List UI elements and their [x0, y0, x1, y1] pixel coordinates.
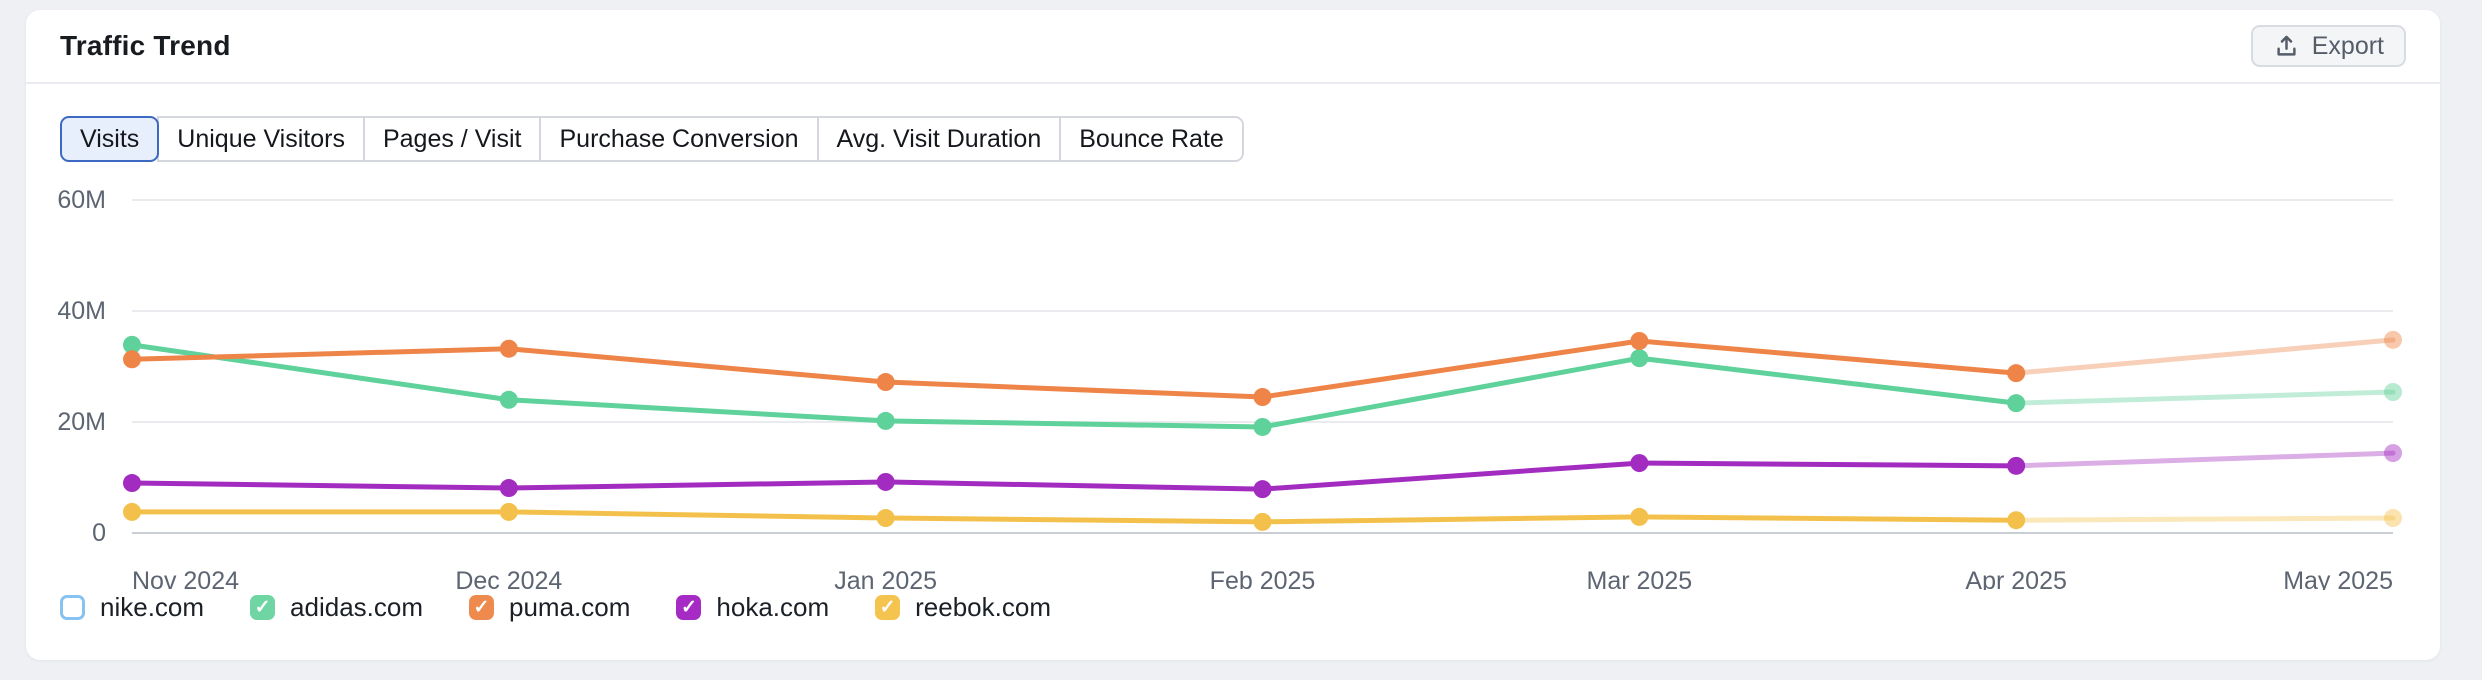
- legend-label: puma.com: [509, 592, 631, 622]
- data-point-hoka-com[interactable]: [2384, 444, 2402, 463]
- data-point-reebok-com[interactable]: [2384, 509, 2402, 528]
- series-line-adidas-com: [129, 342, 2019, 430]
- traffic-trend-chart: 60M 40M 20M 0 Nov 2024 Dec 2024 Jan 2025 Feb 20…: [26, 170, 2440, 595]
- data-point-adidas-com[interactable]: [876, 411, 895, 430]
- data-point-reebok-com[interactable]: [876, 509, 895, 528]
- legend-item-nike-com[interactable]: nike.com: [60, 592, 204, 623]
- data-point-adidas-com[interactable]: [123, 335, 141, 354]
- y-tick-label: 20M: [57, 408, 106, 436]
- tab-unique-visitors[interactable]: Unique Visitors: [157, 116, 365, 162]
- data-point-adidas-com[interactable]: [499, 390, 518, 409]
- metric-tabs: Visits Unique Visitors Pages / Visit Purcha…: [60, 116, 1244, 162]
- legend-label: nike.com: [100, 592, 205, 622]
- data-point-reebok-com[interactable]: [123, 502, 141, 521]
- data-point-reebok-com[interactable]: [1253, 512, 1272, 531]
- x-tick-label: Dec 2024: [455, 567, 562, 590]
- legend-item-hoka-com[interactable]: ✓ hoka.com: [676, 592, 829, 623]
- data-point-puma-com[interactable]: [876, 373, 895, 392]
- x-tick-label: May 2025: [2283, 567, 2393, 590]
- checked-checkbox-icon[interactable]: ✓: [875, 595, 901, 620]
- checkmark-icon: ✓: [680, 597, 697, 618]
- data-point-puma-com[interactable]: [1253, 388, 1272, 407]
- checkmark-icon: ✓: [879, 597, 896, 618]
- data-point-hoka-com[interactable]: [1253, 480, 1272, 499]
- legend-label: reebok.com: [915, 592, 1051, 622]
- x-tick-label: Apr 2025: [1965, 567, 2066, 590]
- data-point-puma-com[interactable]: [2007, 364, 2026, 383]
- tab-visits[interactable]: Visits: [60, 116, 160, 162]
- series-projection-line-hoka-com: [2013, 450, 2396, 469]
- data-point-hoka-com[interactable]: [876, 472, 895, 491]
- tab-pages-visit[interactable]: Pages / Visit: [362, 116, 542, 162]
- tab-bounce-rate[interactable]: Bounce Rate: [1059, 116, 1244, 162]
- x-tick-label: Feb 2025: [1210, 567, 1316, 590]
- y-tick-label: 0: [92, 519, 106, 547]
- data-point-puma-com[interactable]: [123, 350, 141, 369]
- data-point-puma-com[interactable]: [1630, 331, 1649, 350]
- legend-item-puma-com[interactable]: ✓ puma.com: [469, 592, 630, 623]
- x-tick-label: Jan 2025: [834, 567, 937, 590]
- data-point-reebok-com[interactable]: [2007, 511, 2026, 530]
- data-point-adidas-com[interactable]: [1253, 417, 1272, 436]
- tab-purchase-conversion[interactable]: Purchase Conversion: [539, 116, 819, 162]
- series-line-hoka-com: [129, 460, 2019, 492]
- series-line-puma-com: [129, 338, 2019, 400]
- checked-checkbox-icon[interactable]: ✓: [676, 595, 702, 620]
- card-header: Traffic Trend Export: [26, 10, 2440, 84]
- data-point-puma-com[interactable]: [2384, 330, 2402, 349]
- data-point-puma-com[interactable]: [499, 339, 518, 358]
- data-point-hoka-com[interactable]: [2007, 456, 2026, 475]
- series-projection-line-puma-com: [2013, 337, 2396, 376]
- data-point-adidas-com[interactable]: [2384, 383, 2402, 402]
- export-button-label: Export: [2311, 31, 2384, 60]
- chart-legend: nike.com ✓ adidas.com ✓ puma.com ✓ hoka.com ✓ re…: [60, 592, 1051, 623]
- data-point-hoka-com[interactable]: [123, 474, 141, 493]
- series-projection-line-reebok-com: [2013, 515, 2396, 523]
- data-point-hoka-com[interactable]: [1630, 454, 1649, 473]
- export-button[interactable]: Export: [2250, 25, 2406, 67]
- data-point-reebok-com[interactable]: [499, 502, 518, 521]
- export-upload-icon: [2273, 33, 2300, 60]
- page-title: Traffic Trend: [60, 30, 231, 61]
- checked-checkbox-icon[interactable]: ✓: [250, 595, 276, 620]
- series-line-reebok-com: [129, 509, 2019, 525]
- legend-item-adidas-com[interactable]: ✓ adidas.com: [250, 592, 423, 623]
- legend-item-reebok-com[interactable]: ✓ reebok.com: [875, 592, 1051, 623]
- y-tick-label: 60M: [57, 186, 106, 214]
- x-tick-label: Mar 2025: [1587, 567, 1693, 590]
- checkmark-icon: ✓: [254, 597, 271, 618]
- tab-avg-visit-duration[interactable]: Avg. Visit Duration: [816, 116, 1062, 162]
- data-point-adidas-com[interactable]: [2007, 394, 2026, 413]
- data-point-adidas-com[interactable]: [1630, 349, 1649, 368]
- chart-svg: 60M 40M 20M 0 Nov 2024 Dec 2024 Jan 2025 Feb 20…: [57, 186, 2402, 595]
- checkmark-icon: ✓: [473, 597, 490, 618]
- series-projection-line-adidas-com: [2013, 389, 2396, 406]
- data-point-reebok-com[interactable]: [1630, 507, 1649, 526]
- checked-checkbox-icon[interactable]: ✓: [469, 595, 495, 620]
- legend-label: adidas.com: [290, 592, 424, 622]
- y-tick-label: 40M: [57, 297, 106, 325]
- legend-label: hoka.com: [716, 592, 830, 622]
- data-point-hoka-com[interactable]: [499, 479, 518, 498]
- unchecked-checkbox-icon[interactable]: [60, 595, 85, 620]
- traffic-trend-card: Traffic Trend Export Visits Unique Visito…: [26, 10, 2440, 660]
- x-tick-label: Nov 2024: [132, 567, 239, 590]
